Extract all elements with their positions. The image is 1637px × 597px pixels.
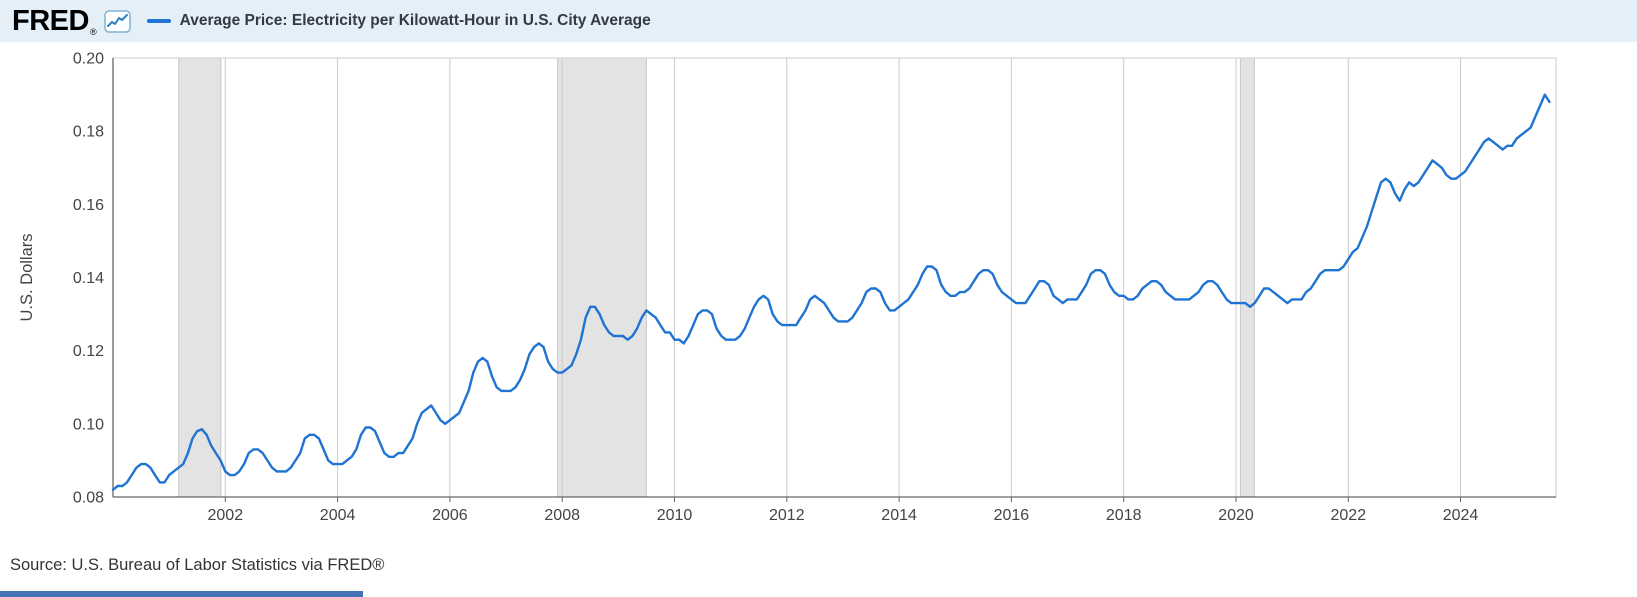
y-tick-label: 0.08: [73, 490, 104, 507]
recession-band: [178, 57, 222, 498]
x-tick-label: 2022: [1331, 507, 1367, 524]
registered-mark: ®: [89, 27, 97, 37]
chart-header: FRED ® Average Price: Electricity per Ki…: [0, 0, 1637, 42]
bottom-blue-bar: [0, 591, 363, 597]
data-line[interactable]: [111, 93, 1551, 491]
y-tick-label: 0.10: [73, 416, 104, 433]
y-tick-label: 0.18: [73, 124, 104, 141]
y-tick-label: 0.12: [73, 343, 104, 360]
fred-logo[interactable]: FRED: [12, 4, 89, 37]
x-tick-label: 2018: [1106, 507, 1142, 524]
x-tick-label: 2012: [769, 507, 805, 524]
x-tick-label: 2004: [320, 507, 356, 524]
x-tick-label: 2010: [657, 507, 693, 524]
recession-band: [1239, 57, 1255, 498]
x-tick-label: 2006: [432, 507, 468, 524]
x-tick-label: 2002: [208, 507, 244, 524]
x-tick-label: 2024: [1443, 507, 1479, 524]
y-axis-title: U.S. Dollars: [18, 233, 36, 321]
fred-chart-icon[interactable]: [103, 9, 131, 33]
recession-band: [557, 57, 647, 498]
y-tick-label: 0.14: [73, 270, 104, 287]
y-tick-label: 0.16: [73, 197, 104, 214]
chart-legend: Average Price: Electricity per Kilowatt-…: [146, 12, 651, 30]
x-tick-label: 2014: [881, 507, 917, 524]
legend-label[interactable]: Average Price: Electricity per Kilowatt-…: [179, 12, 651, 29]
x-tick-label: 2008: [544, 507, 580, 524]
y-tick-label: 0.20: [73, 51, 104, 68]
legend-line-swatch: [146, 19, 171, 23]
source-text: Source: U.S. Bureau of Labor Statistics …: [10, 556, 385, 574]
price-chart[interactable]: 2002 2004 2006 2008 2010 2012 2014 2016 2018 2020…: [0, 42, 1637, 542]
x-tick-label: 2016: [994, 507, 1030, 524]
x-tick-label: 2020: [1218, 507, 1254, 524]
plot-border: [112, 57, 1557, 498]
chart-area: 2002 2004 2006 2008 2010 2012 2014 2016 2018 2020…: [0, 42, 1637, 542]
